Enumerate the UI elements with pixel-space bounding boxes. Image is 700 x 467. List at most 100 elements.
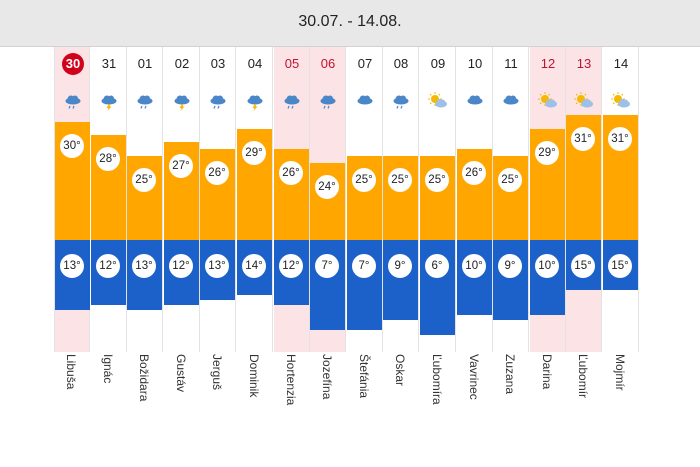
cloud-storm-icon — [245, 91, 265, 111]
day-column[interactable]: 03 26° 13° — [200, 47, 236, 352]
name-day-label: Gustáv — [164, 354, 200, 454]
name-day-label: Jerguš — [200, 354, 236, 454]
min-temp-label: 7° — [315, 254, 339, 278]
day-date: 10 — [467, 56, 483, 71]
day-date: 14 — [613, 56, 629, 71]
max-temp-label: 25° — [425, 168, 449, 193]
min-temp-label: 10° — [535, 254, 559, 278]
day-date: 12 — [540, 56, 556, 71]
max-temp-label: 26° — [279, 161, 303, 186]
cloud-icon — [501, 91, 521, 111]
name-day-text: Gustáv — [174, 354, 188, 393]
min-temp-label: 6° — [425, 254, 449, 278]
name-day-label: Ľubomír — [566, 354, 602, 454]
min-temp-label: 12° — [96, 254, 120, 278]
cloud-storm-icon — [99, 91, 119, 111]
min-temp-bar — [383, 240, 418, 320]
day-column[interactable]: 02 27° 12° — [164, 47, 200, 352]
min-temp-label: 14° — [242, 254, 266, 278]
name-day-text: Božidara — [137, 354, 151, 402]
min-temp-label: 9° — [498, 254, 522, 278]
partly-cloudy-icon — [428, 91, 448, 111]
day-date: 07 — [357, 56, 373, 71]
day-column[interactable]: 09 25° 6° — [420, 47, 456, 352]
day-date: 03 — [210, 56, 226, 71]
min-temp-label: 12° — [169, 254, 193, 278]
min-temp-label: 13° — [132, 254, 156, 278]
max-temp-label: 28° — [96, 147, 120, 172]
name-day-label: Mojmír — [603, 354, 639, 454]
max-temp-label: 29° — [242, 140, 266, 165]
day-date: 01 — [137, 56, 153, 71]
day-column[interactable]: 10 26° 10° — [457, 47, 493, 352]
cloud-rain-icon — [318, 91, 338, 111]
name-day-text: Ignác — [101, 354, 115, 384]
day-date: 02 — [174, 56, 190, 71]
min-temp-label: 12° — [279, 254, 303, 278]
min-temp-label: 15° — [608, 254, 632, 278]
name-day-label: Oskar — [383, 354, 419, 454]
cloud-icon — [465, 91, 485, 111]
name-day-label: Božidara — [127, 354, 163, 454]
max-temp-label: 24° — [315, 175, 339, 199]
name-day-text: Vavrinec — [467, 354, 481, 400]
day-column[interactable]: 30 30° 13° — [54, 47, 90, 352]
name-day-label: Ignác — [91, 354, 127, 454]
name-day-text: Mojmír — [613, 354, 627, 391]
name-day-label: Zuzana — [493, 354, 529, 454]
min-temp-label: 15° — [571, 254, 595, 278]
cloud-rain-icon — [135, 91, 155, 111]
day-date: 31 — [101, 56, 117, 71]
name-day-text: Dominik — [247, 354, 261, 398]
name-day-label: Vavrinec — [457, 354, 493, 454]
max-temp-label: 25° — [132, 168, 156, 193]
name-day-text: Darina — [540, 354, 554, 390]
day-date: 11 — [504, 56, 518, 71]
min-temp-label: 13° — [205, 254, 229, 278]
name-day-text: Ľubomír — [576, 354, 590, 399]
min-temp-label: 9° — [388, 254, 412, 278]
max-temp-label: 25° — [352, 168, 376, 193]
day-column[interactable]: 13 31° 15° — [566, 47, 602, 352]
max-temp-label: 27° — [169, 154, 193, 179]
day-column[interactable]: 11 25° 9° — [493, 47, 529, 352]
day-column[interactable]: 07 25° 7° — [347, 47, 383, 352]
max-temp-label: 25° — [498, 168, 522, 193]
name-day-text: Jerguš — [210, 354, 224, 391]
day-date: 09 — [430, 56, 446, 71]
cloud-rain-icon — [63, 91, 83, 111]
max-temp-label: 31° — [571, 126, 595, 151]
day-column[interactable]: 12 29° 10° — [530, 47, 566, 352]
name-day-label: Štefánia — [347, 354, 383, 454]
day-column[interactable]: 06 24° 7° — [310, 47, 346, 352]
name-day-text: Oskar — [393, 354, 407, 387]
name-day-label: Dominik — [237, 354, 273, 454]
day-column[interactable]: 01 25° 13° — [127, 47, 163, 352]
min-temp-label: 10° — [462, 254, 486, 278]
day-column[interactable]: 31 28° 12° — [91, 47, 127, 352]
day-column[interactable]: 04 29° 14° — [237, 47, 273, 352]
name-day-label: Jozefína — [310, 354, 346, 454]
max-temp-label: 26° — [205, 161, 229, 186]
partly-cloudy-icon — [611, 91, 631, 111]
cloud-icon — [355, 91, 375, 111]
day-column[interactable]: 05 26° 12° — [274, 47, 310, 352]
name-day-label: Darina — [530, 354, 566, 454]
partly-cloudy-icon — [538, 91, 558, 111]
max-temp-label: 31° — [608, 126, 632, 151]
partly-cloudy-icon — [574, 91, 594, 111]
today-date-badge: 30 — [62, 53, 84, 75]
name-day-text: Štefánia — [357, 354, 371, 399]
cloud-rain-icon — [391, 91, 411, 111]
day-date: 05 — [284, 56, 300, 71]
cloud-rain-icon — [208, 91, 228, 111]
max-temp-label: 26° — [462, 161, 486, 186]
day-column[interactable]: 14 31° 15° — [603, 47, 639, 352]
day-column[interactable]: 08 25° 9° — [383, 47, 419, 352]
cloud-storm-icon — [172, 91, 192, 111]
min-temp-bar — [493, 240, 528, 320]
day-date: 04 — [247, 56, 263, 71]
cloud-rain-icon — [282, 91, 302, 111]
name-day-text: Zuzana — [503, 354, 517, 395]
name-day-text: Hortenzia — [284, 354, 298, 406]
